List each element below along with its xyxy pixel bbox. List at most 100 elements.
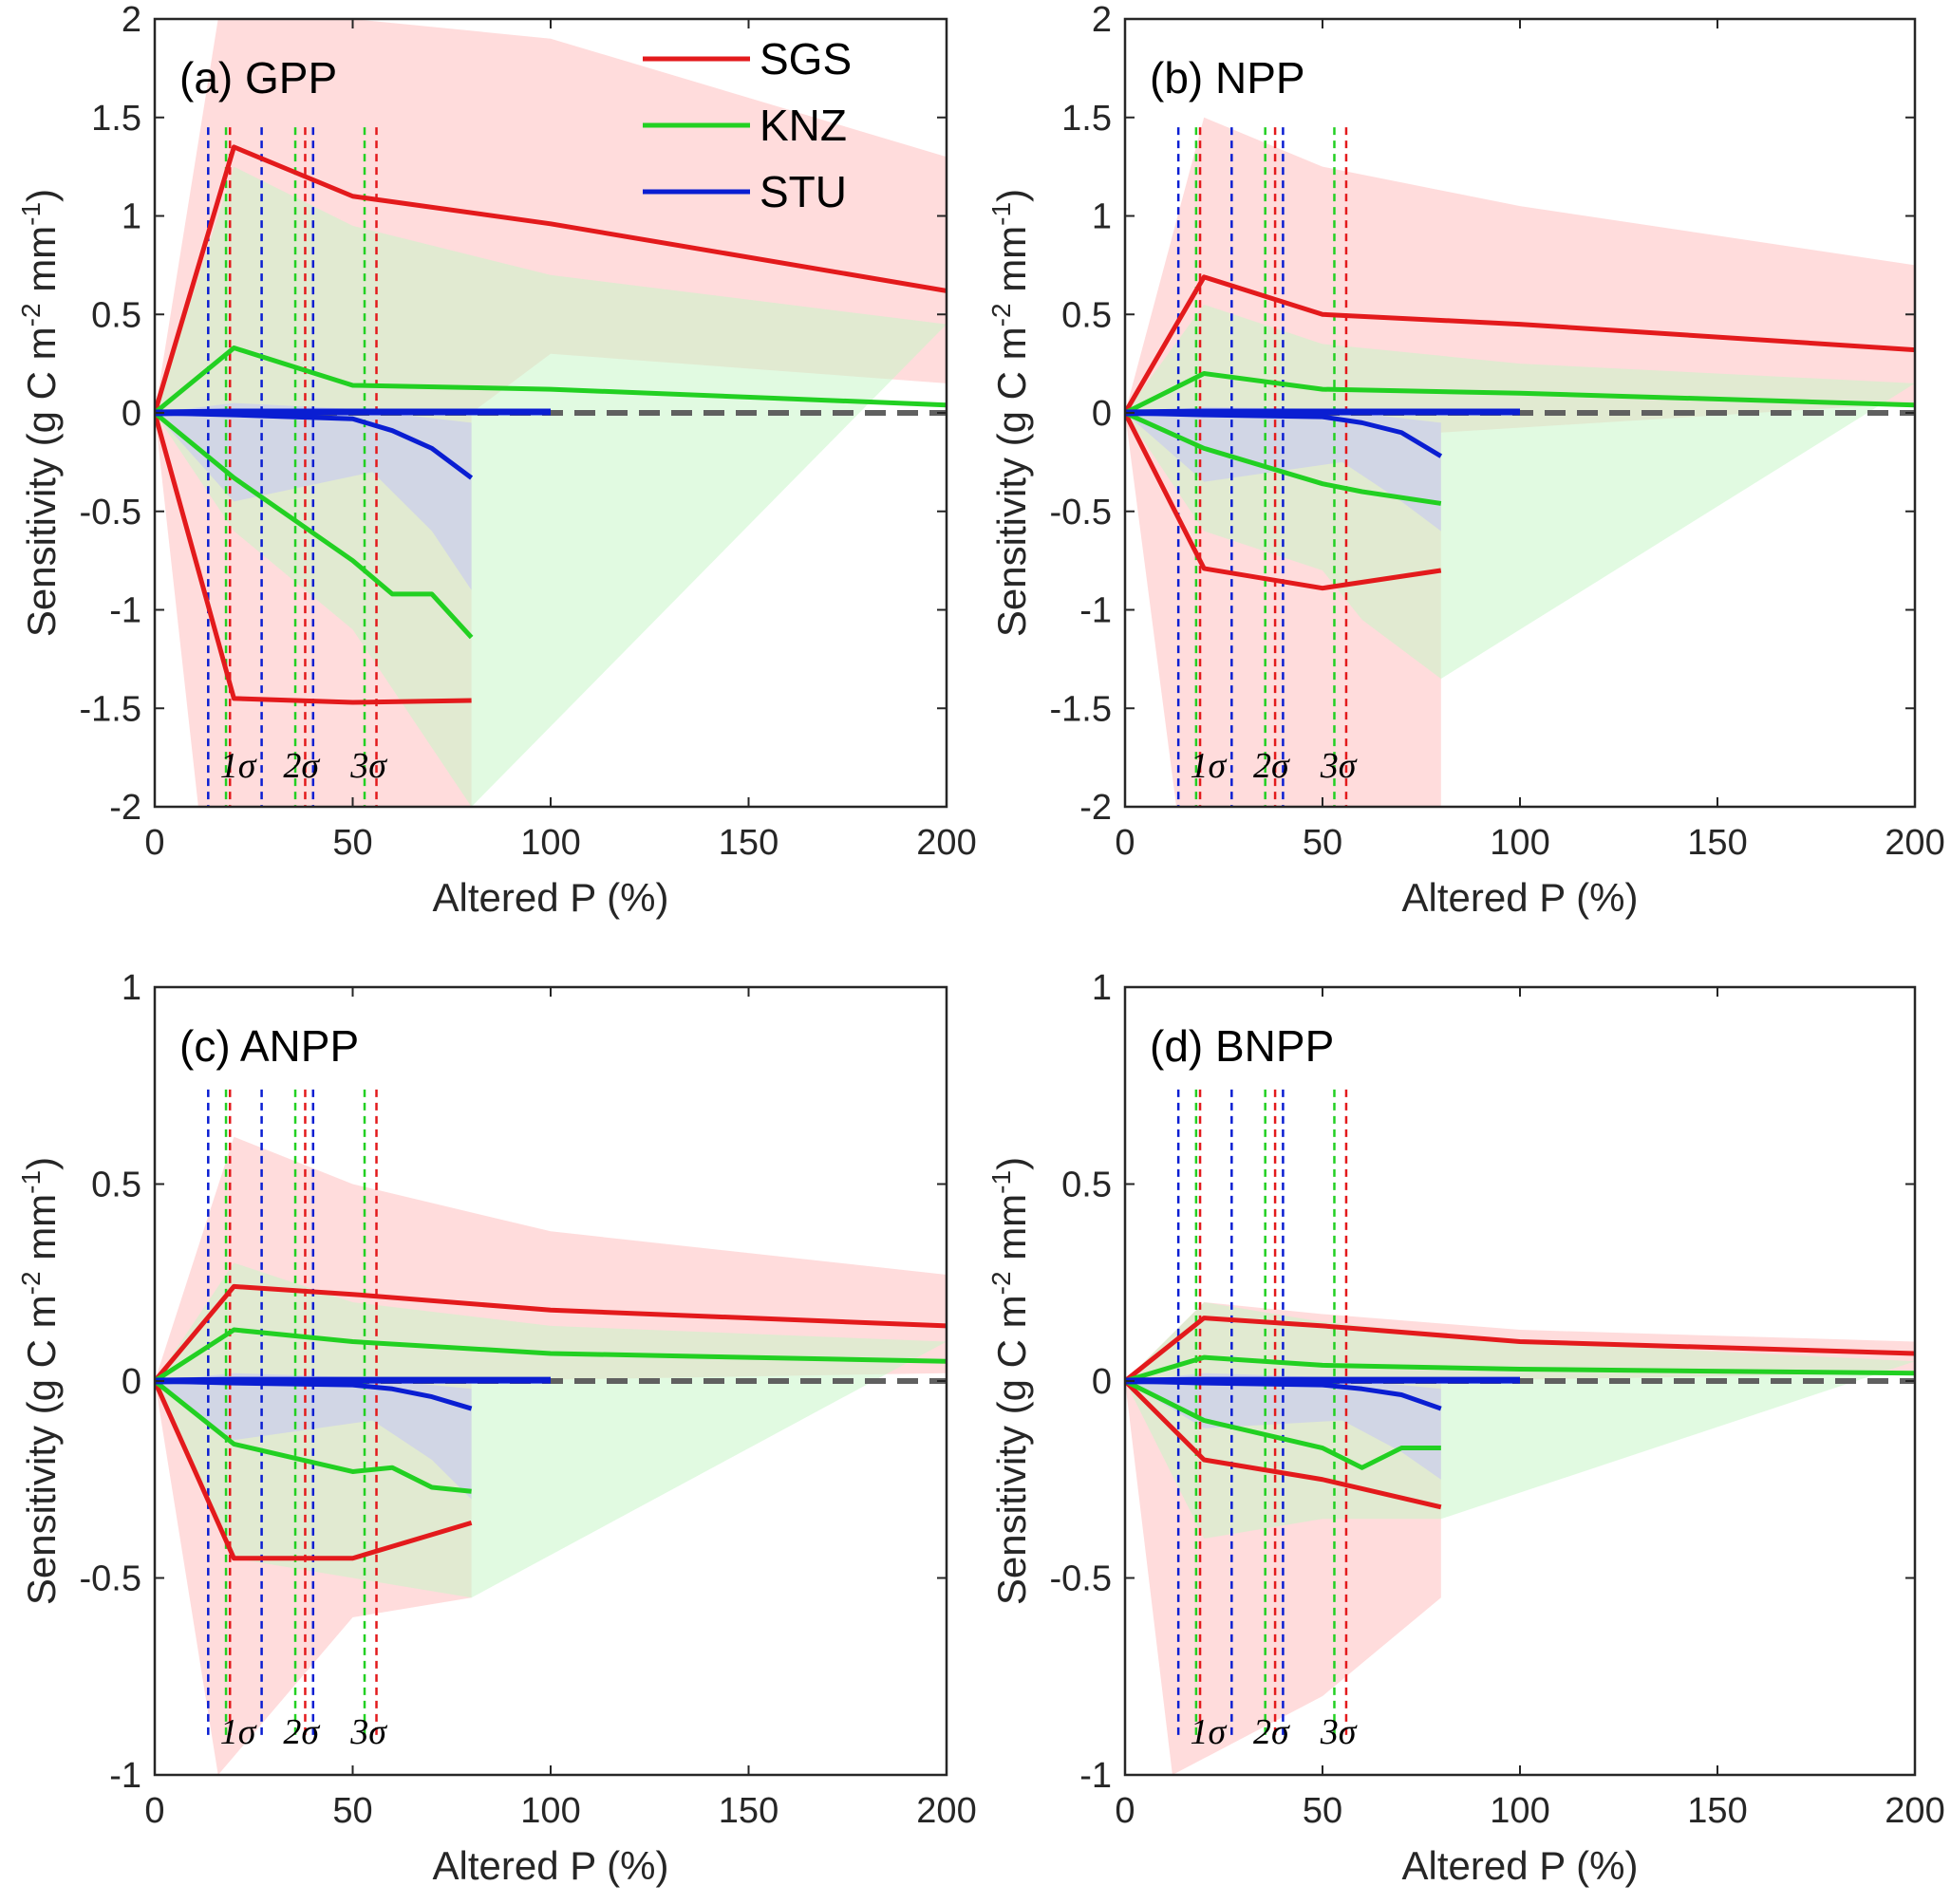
series-line-sgs: [1125, 411, 1442, 591]
y-tick-label: -0.5: [80, 1559, 141, 1599]
sigma-label: 1σ: [1190, 1712, 1227, 1752]
x-axis-title: Altered P (%): [1402, 1843, 1639, 1888]
panel-title: (a) GPP: [179, 53, 337, 103]
series-line-sgs: [155, 412, 472, 705]
y-axis-title-superscript: -1: [986, 1170, 1016, 1194]
y-axis-title: Sensitivity (g C m-2 mm-1): [986, 1157, 1034, 1605]
plot-area: [155, 19, 947, 807]
sigma-label: 2σ: [283, 1712, 320, 1752]
sigma-label: 2σ: [283, 746, 320, 786]
x-tick-label: 0: [1115, 1791, 1135, 1831]
series-line-stu: [155, 1378, 473, 1411]
x-tick-label: 150: [719, 823, 779, 863]
y-axis-title-part: Sensitivity (g C m: [19, 1295, 64, 1605]
y-axis-title-superscript: -2: [986, 303, 1016, 327]
x-tick-label: 0: [1115, 823, 1135, 863]
series-line-knz: [155, 411, 474, 640]
series-line-sgs: [155, 1379, 473, 1561]
sigma-label: 2σ: [1253, 1712, 1290, 1752]
y-axis-title-part: Sensitivity (g C m: [19, 327, 64, 637]
y-axis-title-part: Sensitivity (g C m: [989, 1295, 1034, 1605]
panel-bnpp: 1σ 2σ 3σ 0 50 100 150 200 -1 -0.5 0 0.5 1 Altered P (…: [986, 968, 1945, 1888]
y-axis-title-part: ): [19, 189, 64, 202]
series-line-knz: [155, 1327, 947, 1384]
series-line-knz: [1125, 1378, 1441, 1470]
y-axis-title: Sensitivity (g C m-2 mm-1): [986, 189, 1034, 637]
y-tick-label: 0.5: [1061, 295, 1112, 335]
series-line-knz: [1125, 1354, 1915, 1384]
y-axis-title-part: mm: [989, 226, 1034, 304]
legend-label-stu: STU: [760, 167, 847, 216]
x-tick-label: 0: [144, 823, 164, 863]
y-tick-label: -1: [1079, 591, 1112, 631]
x-axis-title: Altered P (%): [433, 875, 669, 920]
uncertainty-band-stu: [155, 1372, 472, 1500]
x-tick-label: 200: [916, 823, 976, 863]
y-tick-label: 1.5: [1061, 99, 1112, 139]
y-tick-label: -2: [1079, 788, 1112, 828]
y-axis-title-superscript: -2: [16, 1271, 46, 1295]
series-line-sgs: [1125, 274, 1915, 415]
y-tick-label: 0.5: [1061, 1166, 1112, 1205]
x-tick-label: 50: [332, 823, 372, 863]
y-tick-label: 0: [122, 1362, 141, 1402]
x-axis-title: Altered P (%): [433, 1843, 669, 1888]
plot-area: [1125, 1089, 1915, 1775]
uncertainty-band-stu: [1125, 1372, 1441, 1480]
y-axis-title-part: ): [989, 1157, 1034, 1170]
uncertainty-band-stu: [155, 402, 472, 590]
y-tick-label: -1.5: [80, 689, 141, 729]
y-axis-title: Sensitivity (g C m-2 mm-1): [16, 1157, 64, 1605]
sigma-label: 2σ: [1253, 746, 1290, 786]
y-tick-label: -1: [109, 1756, 141, 1796]
sigma-label: 3σ: [349, 1712, 387, 1752]
sigma-label: 3σ: [1320, 1712, 1358, 1752]
series-line-sgs: [1125, 1379, 1442, 1510]
y-axis-title-part: mm: [19, 1194, 64, 1272]
y-tick-label: 1: [122, 197, 141, 237]
x-tick-label: 50: [1303, 823, 1342, 863]
panel-npp: 1σ 2σ 3σ 0 50 100 150 200 -2 -1.5 -1 -0.5 0 0.5 1 1.5 2 A…: [986, 0, 1945, 920]
y-axis-title-superscript: -1: [16, 1170, 46, 1194]
x-tick-label: 150: [1687, 1791, 1747, 1831]
y-tick-label: -0.5: [1050, 493, 1112, 532]
y-axis-title: Sensitivity (g C m-2 mm-1): [16, 189, 64, 637]
y-axis-title-superscript: -1: [986, 202, 1016, 226]
x-tick-label: 100: [1490, 823, 1549, 863]
sigma-label: 1σ: [1190, 746, 1227, 786]
y-tick-label: -0.5: [80, 493, 141, 532]
x-tick-label: 200: [916, 1791, 976, 1831]
panel-title: (c) ANPP: [179, 1021, 359, 1071]
y-tick-label: 1: [1092, 968, 1112, 1008]
sigma-label: 1σ: [220, 1712, 257, 1752]
y-axis-title-part: ): [989, 189, 1034, 202]
x-tick-label: 200: [1885, 1791, 1944, 1831]
y-tick-label: 0.5: [91, 1166, 141, 1205]
panel-title: (d) BNPP: [1150, 1021, 1334, 1071]
series-line-sgs: [155, 1283, 947, 1383]
panel-anpp: 1σ 2σ 3σ 0 50 100 150 200 -1 -0.5 0 0.5 1 Altered P (…: [16, 968, 977, 1888]
y-axis-title-part: mm: [989, 1194, 1034, 1272]
plot-area: [1125, 117, 1915, 807]
uncertainty-band-knz: [155, 166, 947, 807]
series-line-stu: [155, 410, 474, 480]
legend-label-sgs: SGS: [760, 34, 852, 84]
y-axis-title-part: mm: [19, 226, 64, 304]
x-tick-label: 50: [1303, 1791, 1342, 1831]
y-tick-label: -0.5: [1050, 1559, 1112, 1599]
y-axis-title-superscript: -2: [16, 303, 46, 327]
panel-gpp: 1σ 2σ 3σ 0 50 100 150 200 -2 -1.5 -1 -0.5 0 0.5 1 1.5 2 A…: [16, 0, 977, 920]
series-line-knz: [1125, 410, 1442, 506]
y-tick-label: 0.5: [91, 295, 141, 335]
legend-label-knz: KNZ: [760, 101, 847, 150]
y-tick-label: -1: [1079, 1756, 1112, 1796]
y-tick-label: -1.5: [1050, 689, 1112, 729]
series-line-knz: [155, 1379, 472, 1494]
y-tick-label: 1: [1092, 197, 1112, 237]
x-tick-label: 100: [1490, 1791, 1549, 1831]
sigma-label: 3σ: [1320, 746, 1358, 786]
x-tick-label: 0: [144, 1791, 164, 1831]
plot-area: [155, 1089, 947, 1775]
y-tick-label: 2: [122, 0, 141, 40]
y-tick-label: 1: [122, 968, 141, 1008]
